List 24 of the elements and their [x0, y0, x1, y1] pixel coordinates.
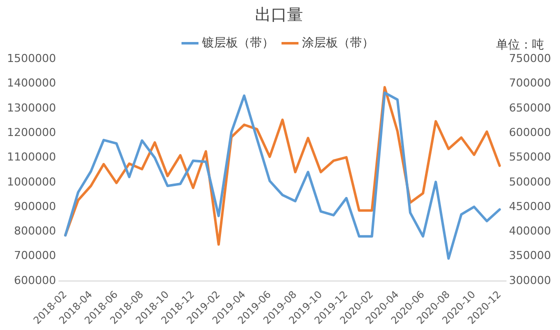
y2-tick-label: 600000 — [509, 126, 552, 139]
chart-title: 出口量 — [255, 4, 303, 24]
legend-label: 涂层板（带） — [302, 35, 374, 50]
y-tick-label: 900000 — [14, 200, 56, 213]
y2-tick-label: 350000 — [509, 249, 552, 262]
y2-tick-label: 550000 — [509, 150, 552, 164]
text: 单位：吨 — [496, 37, 544, 52]
y-tick-label: 1200000 — [6, 126, 56, 139]
y-tick-label: 600000 — [14, 274, 56, 287]
y2-tick-label: 400000 — [509, 224, 552, 238]
y-tick-label: 1000000 — [6, 175, 56, 188]
y-tick-label: 1400000 — [6, 76, 56, 90]
y-tick-label: 800000 — [14, 224, 56, 238]
y2-tick-label: 450000 — [509, 200, 552, 213]
y-tick-label: 1300000 — [6, 101, 56, 114]
y2-tick-label: 700000 — [509, 76, 552, 90]
legend-label: 镀层板（带） — [201, 35, 274, 50]
y2-tick-label: 500000 — [509, 175, 552, 188]
y-tick-label: 1500000 — [6, 52, 56, 66]
y2-tick-label: 650000 — [509, 101, 552, 114]
y-tick-label: 700000 — [14, 249, 56, 262]
y2-tick-label: 300000 — [509, 274, 552, 287]
y2-tick-label: 750000 — [509, 52, 552, 66]
y-tick-label: 1100000 — [6, 150, 56, 164]
